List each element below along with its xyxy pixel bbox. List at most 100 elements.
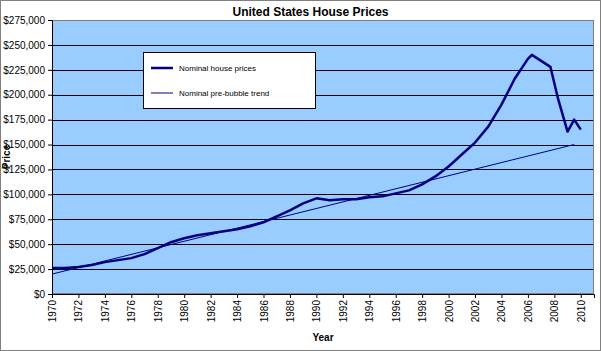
x-tick-mark — [501, 294, 502, 298]
x-tick-mark — [343, 294, 344, 298]
grid-line — [52, 244, 594, 245]
legend-label: Nominal pre-bubble trend — [179, 89, 269, 98]
x-tick: 1982 — [206, 294, 217, 322]
x-tick: 2010 — [576, 294, 587, 322]
y-tick-mark — [48, 294, 52, 295]
y-tick-mark — [48, 219, 52, 220]
x-tick: 1994 — [364, 294, 375, 322]
x-axis-title: Year — [312, 332, 333, 343]
x-tick-label: 1996 — [391, 300, 402, 323]
legend-box — [144, 53, 316, 109]
x-tick-mark — [78, 294, 79, 298]
y-tick-mark — [48, 169, 52, 170]
y-tick: $225,000 — [3, 65, 52, 76]
series-line — [52, 55, 581, 268]
grid-line — [52, 269, 594, 270]
x-tick: 1974 — [100, 294, 111, 322]
x-tick: 1998 — [417, 294, 428, 322]
grid-line — [52, 120, 594, 121]
x-tick-label: 1992 — [338, 300, 349, 323]
y-tick: $25,000 — [9, 264, 52, 275]
x-tick-mark — [52, 294, 53, 298]
y-tick-mark — [48, 194, 52, 195]
x-tick-mark — [316, 294, 317, 298]
x-axis-line — [53, 295, 595, 299]
legend: Nominal house prices Nominal pre-bubble t… — [144, 53, 316, 109]
y-axis-line — [48, 21, 53, 295]
series-group — [52, 55, 581, 274]
x-tick-label: 1974 — [100, 300, 111, 323]
y-tick-label: $75,000 — [9, 214, 46, 225]
grid-line — [52, 219, 594, 220]
x-tick-label: 2000 — [444, 300, 455, 323]
y-tick-mark — [48, 95, 52, 96]
x-tick-label: 2006 — [523, 300, 534, 323]
y-tick: $250,000 — [3, 40, 52, 51]
y-tick-mark — [48, 70, 52, 71]
x-tick-mark — [264, 294, 265, 298]
x-tick: 1978 — [153, 294, 164, 322]
x-tick-label: 1972 — [73, 300, 84, 323]
chart-title: United States House Prices — [232, 5, 388, 19]
x-tick: 1970 — [47, 294, 58, 322]
x-tick-label: 1970 — [47, 300, 58, 323]
x-tick: 1996 — [391, 294, 402, 322]
x-tick-label: 2002 — [470, 300, 481, 323]
grid-line — [52, 45, 594, 46]
x-tick-mark — [554, 294, 555, 298]
x-tick: 2008 — [549, 294, 560, 322]
x-tick-mark — [475, 294, 476, 298]
grid-line — [52, 194, 594, 195]
x-tick-label: 2004 — [496, 300, 507, 323]
x-tick: 1988 — [285, 294, 296, 322]
x-tick-mark — [131, 294, 132, 298]
legend-label: Nominal house prices — [179, 64, 256, 73]
y-tick: $200,000 — [3, 89, 52, 100]
x-tick: 2004 — [496, 294, 507, 322]
x-tick-mark — [211, 294, 212, 298]
x-tick-mark — [184, 294, 185, 298]
y-tick-label: $50,000 — [9, 239, 46, 250]
y-tick-mark — [48, 269, 52, 270]
x-tick-mark — [581, 294, 582, 298]
x-tick: 2002 — [470, 294, 481, 322]
y-tick-mark — [48, 244, 52, 245]
x-tick-label: 1988 — [285, 300, 296, 323]
chart-frame — [1, 1, 601, 351]
x-tick-mark — [369, 294, 370, 298]
x-tick-label: 1998 — [417, 300, 428, 323]
x-tick-label: 1976 — [126, 300, 137, 323]
series-line — [52, 145, 574, 275]
x-tick-mark — [237, 294, 238, 298]
grid — [52, 21, 594, 295]
x-tick-label: 1982 — [206, 300, 217, 323]
x-tick-label: 1978 — [153, 300, 164, 323]
y-tick: $275,000 — [3, 15, 52, 26]
y-tick: $100,000 — [3, 189, 52, 200]
y-tick-label: $100,000 — [3, 189, 45, 200]
x-tick-label: 1990 — [311, 300, 322, 323]
grid-line — [52, 145, 594, 146]
x-tick-label: 2010 — [576, 300, 587, 323]
x-tick-label: 1994 — [364, 300, 375, 323]
x-tick-mark — [290, 294, 291, 298]
legend-swatch — [151, 93, 173, 94]
y-tick-label: $275,000 — [3, 15, 45, 26]
y-tick-label: $25,000 — [9, 264, 46, 275]
x-tick: 1972 — [73, 294, 84, 322]
x-tick-label: 2008 — [549, 300, 560, 323]
y-tick-label: $175,000 — [3, 114, 45, 125]
x-tick-mark — [396, 294, 397, 298]
x-tick: 1992 — [338, 294, 349, 322]
x-tick: 2000 — [444, 294, 455, 322]
y-tick: $50,000 — [9, 239, 52, 250]
y-tick-label: $0 — [34, 289, 46, 300]
x-tick: 1990 — [311, 294, 322, 322]
grid-line — [52, 95, 594, 96]
plot-frame — [53, 21, 594, 294]
legend-swatch — [151, 67, 173, 70]
x-tick-label: 1980 — [179, 300, 190, 323]
chart: $0$25,000$50,000$75,000$100,000$125,000$… — [0, 0, 601, 351]
x-tick-label: 1986 — [259, 300, 270, 323]
y-tick-mark — [48, 145, 52, 146]
